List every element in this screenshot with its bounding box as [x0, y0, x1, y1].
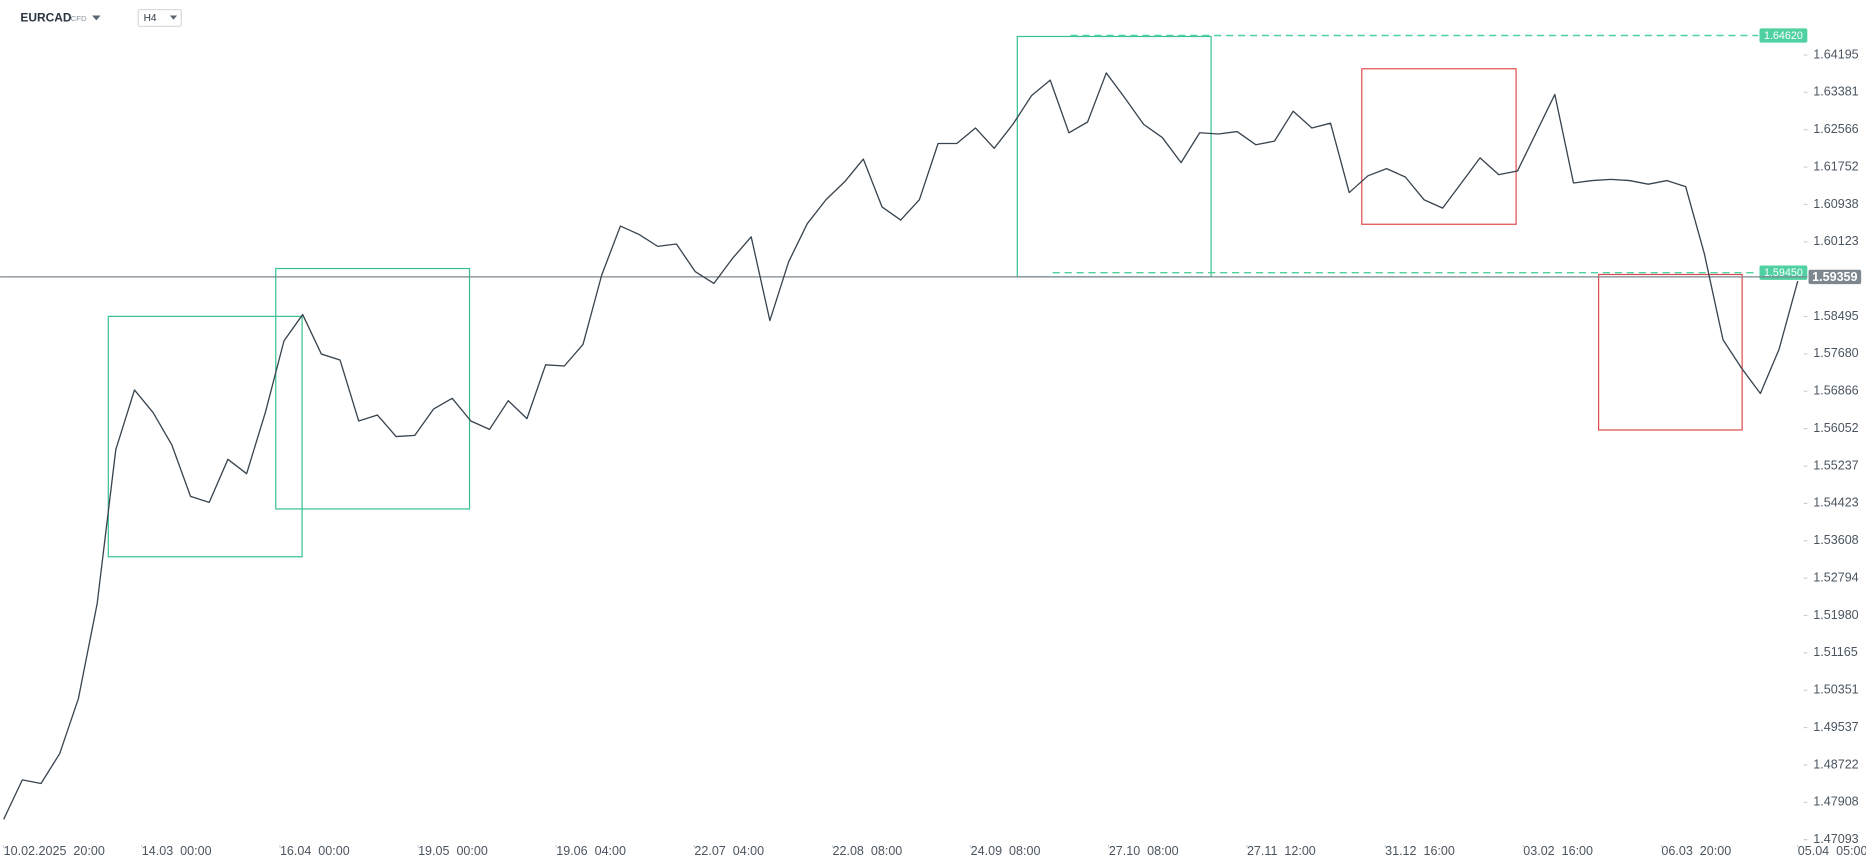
- y-tick-label: 1.63381: [1813, 85, 1858, 99]
- annotation-box[interactable]: [275, 267, 471, 510]
- x-tick-label: 14.03 00:00: [142, 844, 212, 858]
- symbol-dropdown[interactable]: [92, 15, 101, 21]
- y-tick-label: 1.58495: [1813, 309, 1858, 323]
- y-tick-label: 1.49537: [1813, 720, 1858, 734]
- x-tick-label: 27.11 12:00: [1247, 844, 1316, 858]
- x-tick-label: 22.08 08:00: [833, 844, 903, 858]
- level-badge: [1759, 28, 1808, 43]
- level-badge: [1808, 269, 1862, 285]
- x-tick-label: 05.04 05:00: [1798, 844, 1866, 858]
- x-tick-label: 19.05 00:00: [418, 844, 488, 858]
- y-tick-label: 1.48722: [1813, 757, 1858, 771]
- x-tick-label: 24.09 08:00: [971, 844, 1041, 858]
- x-tick-label: 19.06 04:00: [556, 844, 626, 858]
- x-tick-label: 10.02.2025 20:00: [4, 844, 105, 858]
- y-tick-label: 1.55237: [1813, 458, 1858, 472]
- y-tick-label: 1.56866: [1813, 384, 1858, 398]
- y-tick-label: 1.51165: [1813, 645, 1857, 659]
- symbol[interactable]: EURCAD: [20, 11, 72, 25]
- timeframe-dropdown[interactable]: [169, 15, 178, 20]
- x-tick-label: 03.02 16:00: [1523, 844, 1593, 858]
- annotations: [107, 35, 1743, 558]
- plot-area: 1.64195 1.63381 1.62566 1.61752 1.60938 1.601…: [0, 28, 1866, 858]
- y-tick-label: 1.54423: [1813, 496, 1858, 510]
- y-tick-label: 1.57680: [1813, 346, 1858, 360]
- y-tick-label: 1.53608: [1813, 533, 1858, 547]
- y-tick-label: 1.60123: [1813, 234, 1858, 248]
- x-tick-label: 22.07 04:00: [694, 844, 764, 858]
- toolbar: EURCAD CFD H4: [20, 8, 182, 27]
- y-tick-label: 1.56052: [1813, 421, 1858, 435]
- y-tick-label: 1.52794: [1813, 570, 1858, 584]
- x-tick-label: 31.12 16:00: [1385, 844, 1455, 858]
- level-label: 1.59359: [1812, 270, 1857, 284]
- timeframe-select[interactable]: [137, 8, 182, 27]
- timeframe[interactable]: H4: [144, 13, 157, 24]
- y-tick-label: 1.47093: [1813, 832, 1858, 846]
- annotation-box[interactable]: [1361, 68, 1517, 225]
- annotation-box[interactable]: [1598, 273, 1743, 431]
- level-label: 1.64620: [1764, 30, 1803, 42]
- x-tick-label: 27.10 08:00: [1109, 844, 1179, 858]
- x-tick-label: 06.03 20:00: [1661, 844, 1731, 858]
- y-tick-label: 1.51980: [1813, 608, 1858, 622]
- price-line: [3, 72, 1799, 820]
- x-tick-label: 16.04 00:00: [280, 844, 350, 858]
- y-tick-label: 1.50351: [1813, 683, 1858, 697]
- y-tick-label: 1.60938: [1813, 197, 1858, 211]
- y-tick-label: 1.64195: [1813, 47, 1858, 61]
- level-label: 1.59450: [1764, 267, 1803, 279]
- annotation-box[interactable]: [107, 315, 303, 558]
- y-tick-label: 1.62566: [1813, 122, 1858, 136]
- annotation-box[interactable]: [1016, 35, 1212, 278]
- y-tick-label: 1.61752: [1813, 159, 1858, 173]
- instrument-type: CFD: [71, 14, 87, 23]
- y-tick-label: 1.47908: [1813, 795, 1858, 809]
